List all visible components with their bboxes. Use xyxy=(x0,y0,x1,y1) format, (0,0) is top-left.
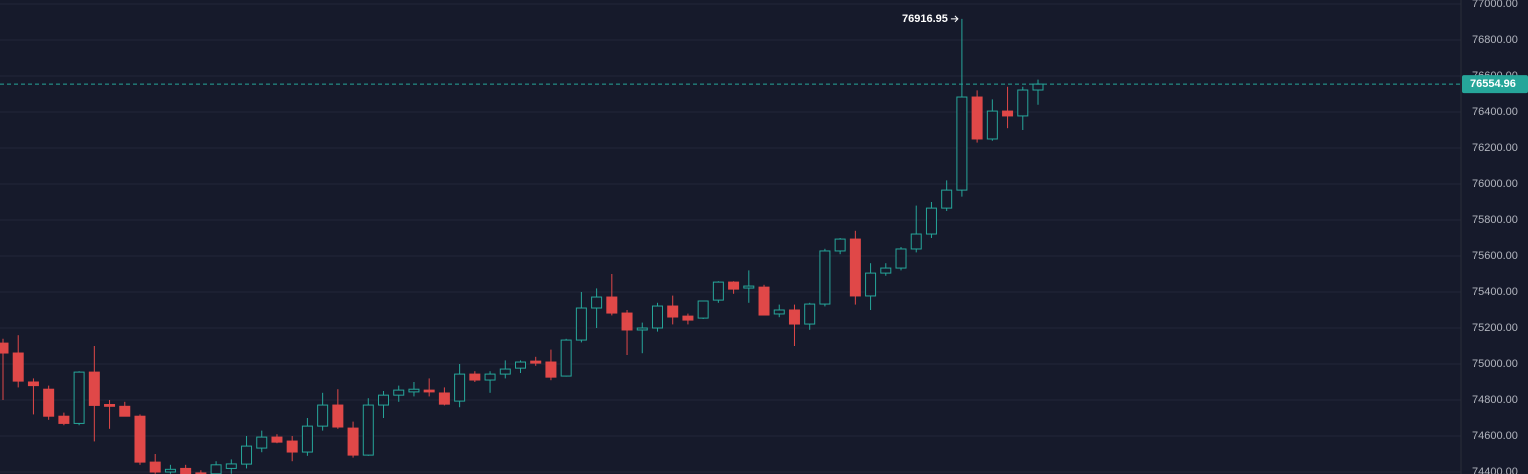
candle-body xyxy=(271,436,283,443)
candle-body xyxy=(758,286,770,316)
candle-body xyxy=(636,327,648,331)
candle-body xyxy=(225,463,237,469)
candle-body xyxy=(134,415,146,463)
y-tick-label: 75800.00 xyxy=(1472,214,1518,226)
candle-body xyxy=(1032,83,1044,91)
candle-body xyxy=(12,352,24,382)
last-price-tag xyxy=(1462,75,1528,94)
candle-body xyxy=(149,461,161,473)
candle-body xyxy=(210,464,222,474)
candle-body xyxy=(423,389,435,393)
y-tick-label: 77000.00 xyxy=(1472,0,1518,10)
candle-body xyxy=(925,207,937,235)
high-label: 76916.95 xyxy=(902,13,948,25)
candle-body xyxy=(241,445,253,465)
candle-body xyxy=(545,361,557,378)
y-tick-label: 76400.00 xyxy=(1472,106,1518,118)
candle-body xyxy=(347,427,359,456)
candle-body xyxy=(788,309,800,325)
candle-body xyxy=(164,468,176,473)
candle-body xyxy=(986,110,998,140)
candle-body xyxy=(515,361,526,369)
candle-body xyxy=(804,303,816,325)
candle-body xyxy=(941,189,953,209)
candle-body xyxy=(743,285,755,289)
y-tick-label: 76200.00 xyxy=(1472,142,1518,154)
y-tick-label: 74600.00 xyxy=(1472,430,1518,442)
y-tick-label: 75600.00 xyxy=(1472,250,1518,262)
candle-body xyxy=(27,381,39,387)
candle-body xyxy=(73,371,85,424)
candle-body xyxy=(1017,89,1029,117)
candle-body xyxy=(667,305,679,318)
candle-body xyxy=(286,440,298,453)
candle-body xyxy=(880,267,892,274)
candle-body xyxy=(484,373,496,381)
candle-body xyxy=(393,389,405,396)
candle-body xyxy=(438,392,450,405)
candle-body xyxy=(712,281,724,301)
candle-body xyxy=(773,309,785,315)
candle-body xyxy=(43,388,55,417)
y-tick-label: 76800.00 xyxy=(1472,34,1518,46)
candle-body xyxy=(332,404,344,428)
candle-body xyxy=(560,339,572,377)
candle-body xyxy=(865,272,877,297)
y-tick-label: 76000.00 xyxy=(1472,178,1518,190)
y-tick-label: 75000.00 xyxy=(1472,358,1518,370)
candle-body xyxy=(834,238,846,252)
candle-body xyxy=(0,342,9,354)
price-axis: 74400.00 74600.00 74800.00 75000.00 75200.00… xyxy=(1472,0,1518,474)
last-price-label: 76554.96 xyxy=(1470,78,1516,90)
high-arrow xyxy=(950,15,959,23)
candles xyxy=(0,18,1044,474)
candle-body xyxy=(697,300,709,319)
candle-body xyxy=(575,307,587,341)
candle-body xyxy=(119,405,131,417)
candle-body xyxy=(621,312,633,331)
y-tick-label: 75200.00 xyxy=(1472,322,1518,334)
candle-body xyxy=(104,404,116,407)
candle-body xyxy=(58,415,70,424)
candle-body xyxy=(499,368,511,375)
candle-body xyxy=(317,404,329,427)
candle-body xyxy=(88,371,100,406)
candle-body xyxy=(910,233,922,250)
y-tick-label: 74800.00 xyxy=(1472,394,1518,406)
candle-body xyxy=(956,96,968,191)
candle-body xyxy=(180,467,192,474)
y-tick-label: 74400.00 xyxy=(1472,466,1518,474)
candle-body xyxy=(408,388,420,393)
candle-body xyxy=(819,250,831,305)
overlay: 76916.95 76554.96 xyxy=(0,13,1528,94)
y-tick-label: 75400.00 xyxy=(1472,286,1518,298)
candle-body xyxy=(971,96,983,140)
candle-body xyxy=(301,425,313,453)
candle-body xyxy=(651,305,663,329)
candle-body xyxy=(849,238,861,297)
candle-body xyxy=(591,296,603,309)
candle-body xyxy=(682,315,694,321)
candle-body xyxy=(1002,110,1014,117)
candle-body xyxy=(378,394,390,406)
candle-body xyxy=(530,360,542,364)
candle-body xyxy=(606,296,618,314)
candle-body xyxy=(362,404,374,456)
candle-body xyxy=(728,281,740,290)
candle-body xyxy=(454,373,466,402)
candle-body xyxy=(895,248,907,269)
candle-body xyxy=(469,373,481,381)
grid xyxy=(0,3,1461,473)
candle-body xyxy=(256,436,268,449)
